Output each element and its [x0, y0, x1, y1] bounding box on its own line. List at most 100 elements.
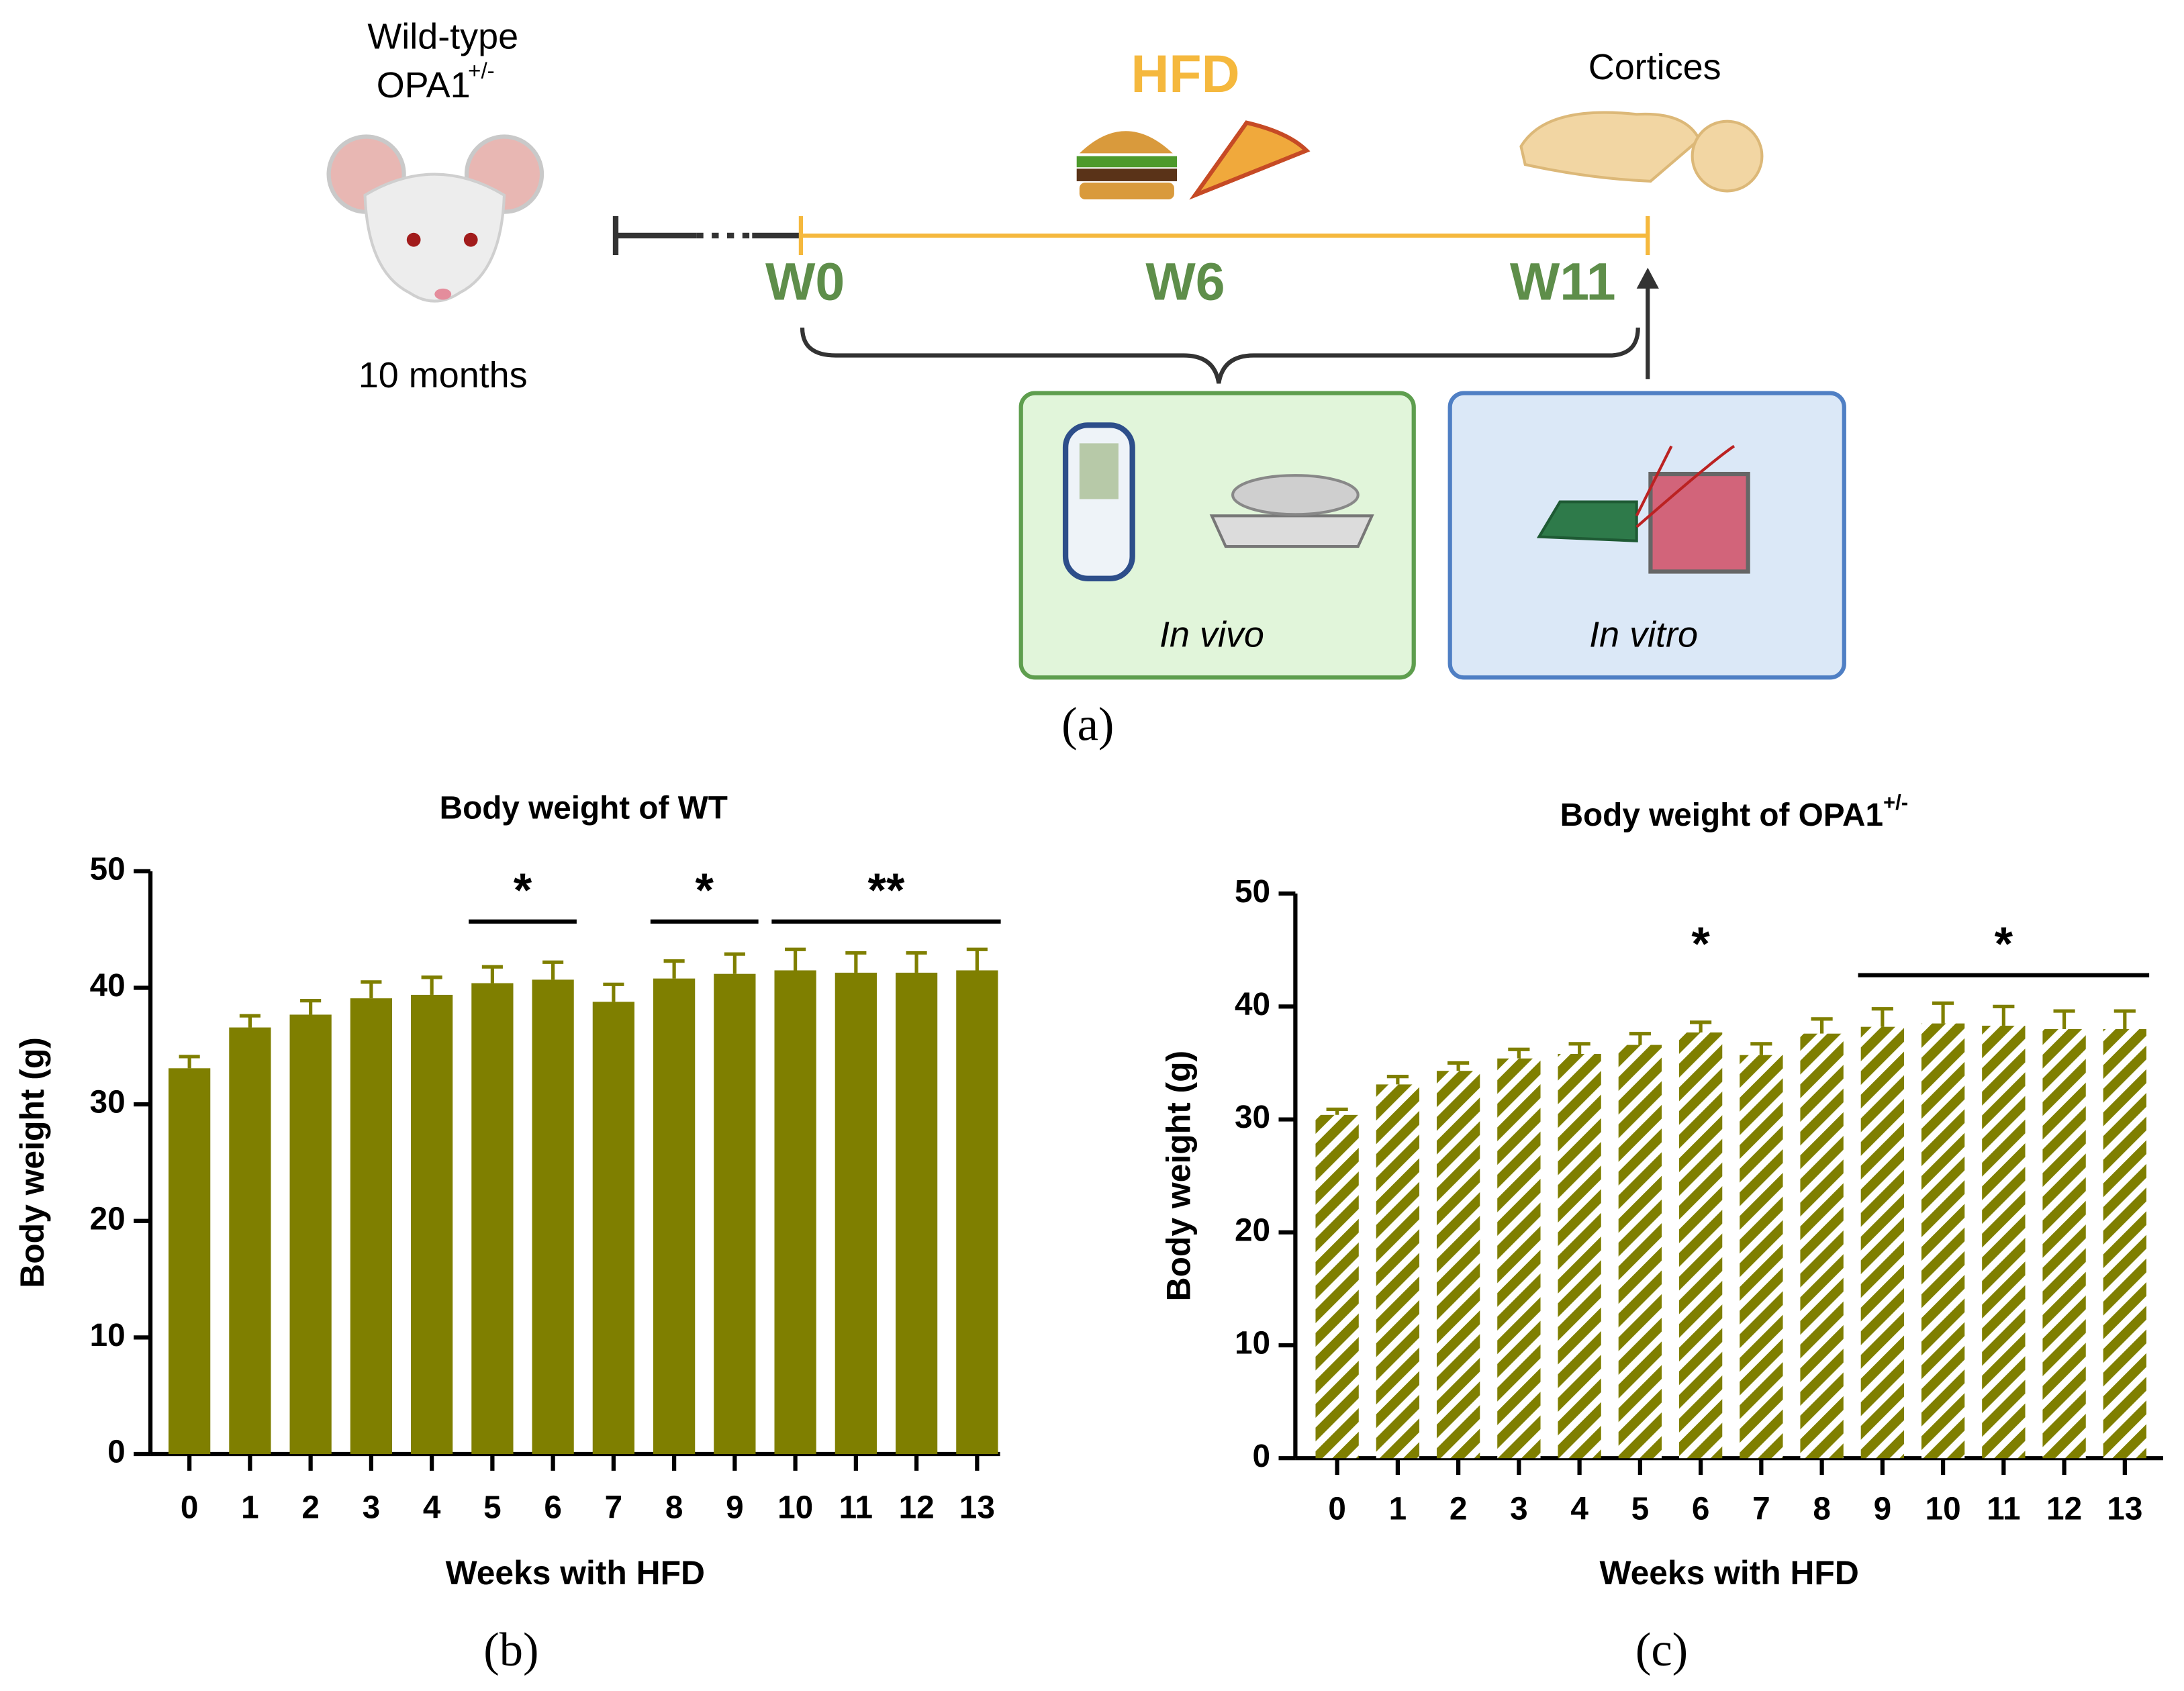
y-axis-label: Body weight (g) [13, 1037, 51, 1288]
strain-label: Wild-type [367, 16, 518, 56]
bar [1558, 1054, 1601, 1459]
bar [2103, 1028, 2146, 1459]
x-tick-label: 13 [959, 1490, 995, 1526]
y-axis-label: Body weight (g) [1159, 1051, 1197, 1302]
bar [1860, 1026, 1905, 1459]
x-tick-label: 1 [241, 1490, 259, 1526]
y-tick-label: 10 [1235, 1326, 1270, 1361]
power-supply-icon [1536, 500, 1638, 542]
bar [1982, 1025, 2026, 1459]
scale-plate [1231, 474, 1360, 516]
x-tick-label: 6 [544, 1490, 562, 1526]
bar [1497, 1058, 1541, 1459]
y-tick-label: 30 [1235, 1100, 1270, 1135]
mouse-icon [326, 134, 544, 303]
arrow-head [1636, 267, 1659, 289]
bar [1740, 1055, 1783, 1459]
y-tick-label: 10 [90, 1318, 126, 1353]
burger-icon [1076, 131, 1178, 199]
x-tick-label: 11 [839, 1490, 873, 1526]
y-tick-label: 50 [1235, 874, 1270, 910]
significance-label: ** [868, 863, 905, 916]
x-tick-label: 7 [1752, 1492, 1770, 1527]
panel-label: (a) [1061, 698, 1114, 751]
significance-label: * [1995, 917, 2013, 970]
x-tick-label: 5 [483, 1490, 502, 1526]
x-tick-label: 11 [1987, 1492, 2020, 1527]
bar [592, 1002, 634, 1454]
y-tick-label: 20 [1235, 1212, 1270, 1248]
mouse-nose [434, 288, 452, 300]
panel-label: (c) [1635, 1624, 1688, 1676]
timepoint: W11 [1510, 252, 1616, 311]
bar [774, 970, 816, 1454]
x-tick-label: 0 [1328, 1492, 1346, 1527]
chart-title-text: Body weight of OPA1 [1560, 798, 1883, 833]
bar [229, 1027, 271, 1454]
bar [350, 998, 393, 1454]
bar [471, 983, 514, 1454]
bar [532, 979, 574, 1454]
x-tick-label: 7 [605, 1490, 623, 1526]
age-label: 10 months [359, 355, 528, 395]
x-tick-label: 3 [1510, 1492, 1528, 1527]
x-tick-label: 0 [181, 1490, 199, 1526]
bar [1376, 1084, 1420, 1459]
glucometer-screen [1079, 443, 1119, 499]
x-tick-label: 3 [363, 1490, 381, 1526]
timepoint: W6 [1145, 252, 1225, 311]
bun [1079, 131, 1173, 154]
scale-icon [1209, 514, 1374, 548]
patty [1076, 168, 1178, 181]
in-vitro-label: In vitro [1589, 614, 1698, 655]
mouse-head [363, 173, 506, 303]
x-tick-label: 5 [1631, 1492, 1650, 1527]
bar [653, 978, 696, 1454]
bar [835, 972, 877, 1454]
timeline [612, 215, 1650, 256]
brain-icon [1519, 111, 1764, 193]
x-tick-label: 10 [1926, 1492, 1961, 1527]
y-tick-label: 0 [1253, 1439, 1271, 1474]
bar [1436, 1071, 1480, 1459]
strain-superscript: +/- [468, 59, 495, 84]
x-tick-label: 2 [1450, 1492, 1468, 1527]
x-tick-label: 9 [726, 1490, 744, 1526]
chart-title-text: Body weight of WT [440, 790, 728, 826]
bun [1079, 183, 1174, 199]
panel-label: (b) [483, 1624, 538, 1676]
in-vitro-box [1447, 391, 1846, 680]
x-tick-label: 2 [301, 1490, 320, 1526]
x-tick-label: 9 [1874, 1492, 1892, 1527]
x-tick-label: 12 [2046, 1492, 2082, 1527]
strain-gene: OPA1 [377, 65, 471, 105]
cables [1635, 444, 1736, 528]
y-tick-label: 0 [107, 1435, 126, 1470]
bar [169, 1068, 211, 1454]
x-tick-label: 6 [1692, 1492, 1710, 1527]
brace [800, 327, 1640, 384]
chart-title-superscript: +/- [1883, 791, 1908, 814]
bar [1678, 1032, 1723, 1459]
diet-label: HFD [1131, 44, 1240, 103]
x-tick-label: 8 [665, 1490, 683, 1526]
significance-label: * [514, 863, 532, 916]
bar [2042, 1028, 2086, 1459]
bar [1315, 1114, 1359, 1459]
timepoint: W0 [765, 252, 845, 311]
x-tick-label: 12 [899, 1490, 935, 1526]
chart-title: Body weight of OPA1+/- [1560, 791, 1909, 832]
pizza-icon [1189, 120, 1311, 200]
x-axis-label: Weeks with HFD [1599, 1554, 1858, 1592]
significance-label: * [1691, 917, 1710, 970]
x-tick-label: 8 [1813, 1492, 1831, 1527]
bar [289, 1014, 332, 1454]
tissue-label: Cortices [1588, 47, 1721, 87]
y-tick-label: 30 [90, 1085, 126, 1120]
bar [411, 994, 453, 1454]
x-tick-label: 10 [777, 1490, 813, 1526]
lettuce [1076, 156, 1178, 168]
